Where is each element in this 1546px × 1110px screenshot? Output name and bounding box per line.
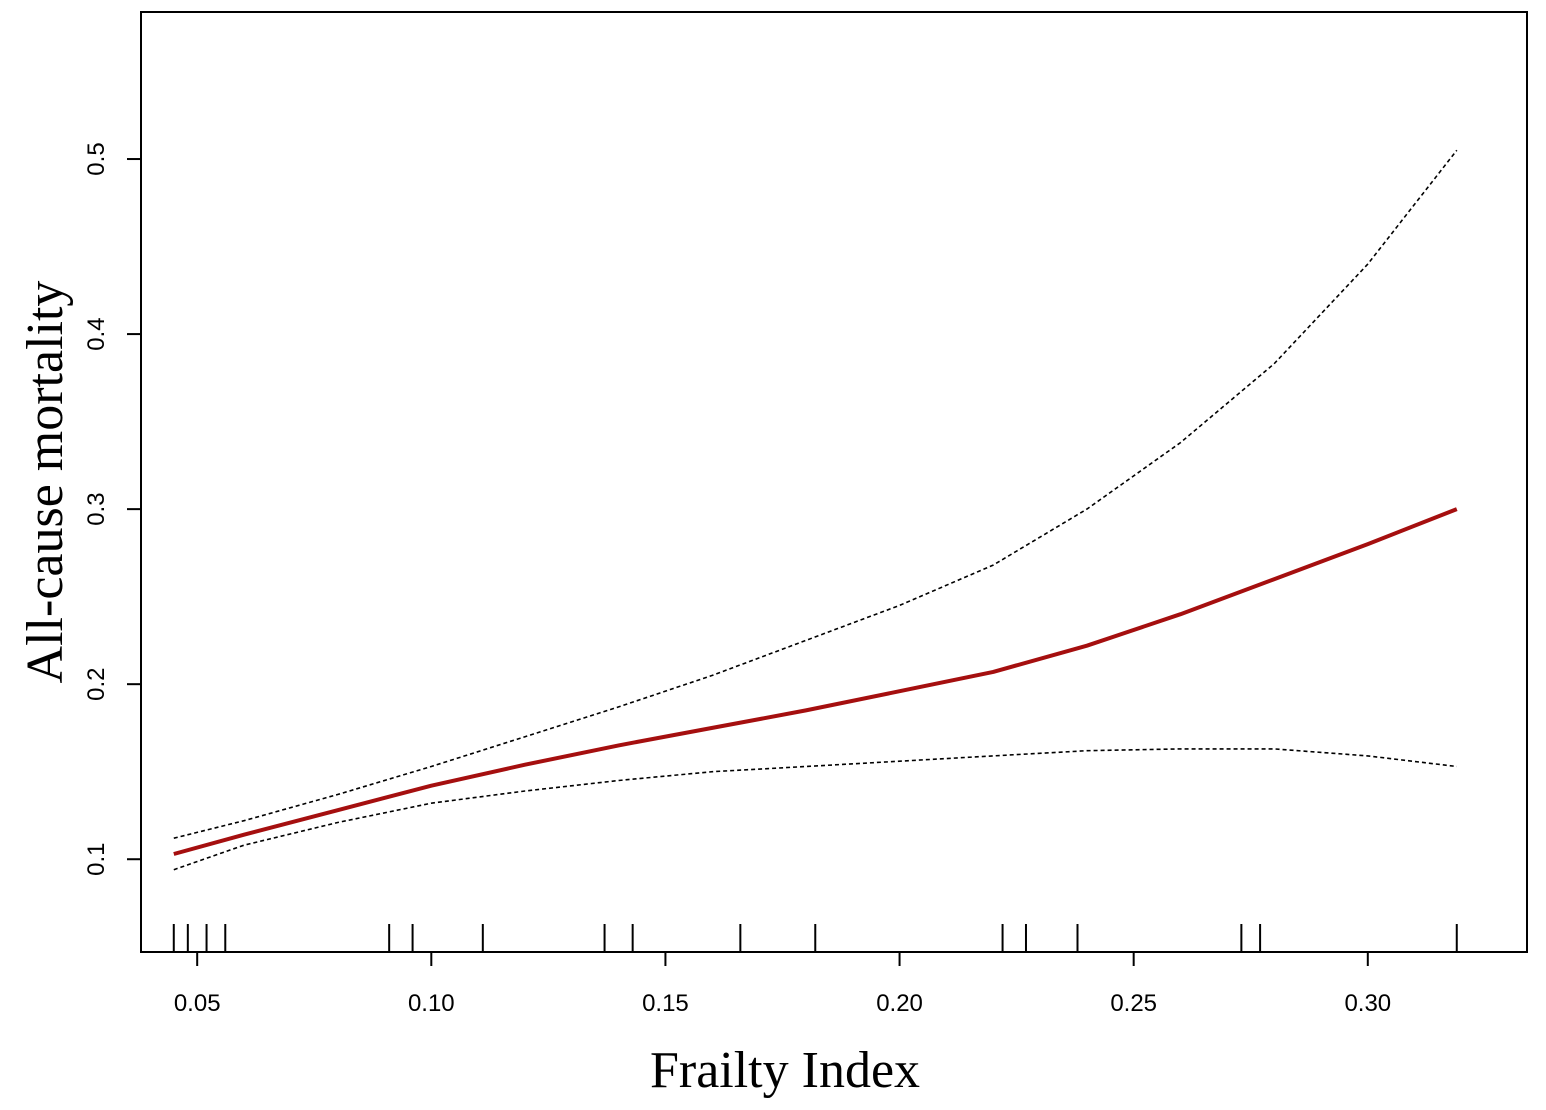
series-layer — [173, 149, 1458, 871]
x-tick-label: 0.20 — [876, 990, 923, 1017]
y-axis: 0.1 0.2 0.3 0.4 0.5 — [83, 142, 142, 876]
rug-layer — [172, 924, 1458, 952]
y-tick-label: 0.5 — [83, 142, 110, 175]
y-tick-label: 0.3 — [83, 492, 110, 525]
lower-ci-line — [173, 748, 1457, 871]
estimate-line — [173, 507, 1458, 856]
x-tick-label: 0.15 — [642, 990, 689, 1017]
y-axis-title: All-cause mortality — [17, 281, 74, 684]
x-tick-label: 0.05 — [174, 990, 221, 1017]
x-tick-label: 0.25 — [1110, 990, 1157, 1017]
x-axis: 0.05 0.10 0.15 0.20 0.25 0.30 — [174, 951, 1391, 1017]
upper-ci-line — [173, 149, 1458, 839]
y-tick-label: 0.4 — [83, 317, 110, 350]
plot-frame — [140, 11, 1528, 953]
x-axis-title: Frailty Index — [650, 1042, 920, 1099]
x-tick-label: 0.10 — [408, 990, 455, 1017]
x-tick-label: 0.30 — [1344, 990, 1391, 1017]
y-tick-label: 0.1 — [83, 843, 110, 876]
y-tick-label: 0.2 — [83, 668, 110, 701]
